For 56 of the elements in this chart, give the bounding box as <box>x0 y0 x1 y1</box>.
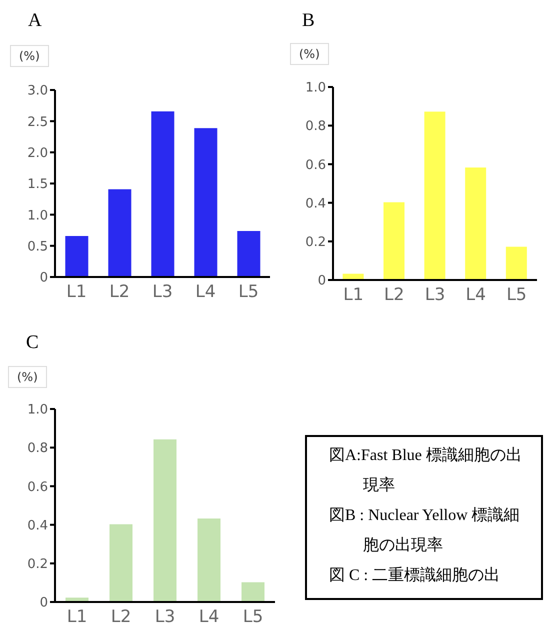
y-tick-label: 2.0 <box>27 146 48 161</box>
x-tick-label: L2 <box>109 282 130 302</box>
x-tick-label: L4 <box>466 285 486 306</box>
chart-title: C <box>26 332 39 354</box>
x-tick-label: L3 <box>424 285 446 306</box>
bar <box>108 189 132 277</box>
text: 図 C : 二重標識細胞の出 <box>328 566 502 586</box>
y-tick-label: 0.6 <box>27 480 48 495</box>
x-tick-label: L1 <box>66 607 88 625</box>
x-tick-label: L3 <box>154 607 176 625</box>
y-axis-title: (%) <box>10 45 49 67</box>
y-tick-label: 2.5 <box>27 114 48 130</box>
x-tick-label: L5 <box>242 607 264 625</box>
chart-title: B <box>302 10 315 32</box>
y-tick-label: 0 <box>40 596 48 611</box>
bar <box>198 518 220 602</box>
y-tick-label: 1.0 <box>27 402 48 418</box>
x-tick-label: L1 <box>343 285 364 306</box>
bar <box>151 111 174 277</box>
x-tick-label: L2 <box>110 607 132 625</box>
text: 図B : Nuclear Yellow 標識細胞の出現率 <box>328 506 521 556</box>
y-tick-label: 1.5 <box>27 177 48 192</box>
x-tick-label: L5 <box>238 282 259 302</box>
bar <box>154 439 176 602</box>
bar <box>424 112 446 280</box>
x-tick-label: L2 <box>384 285 404 306</box>
y-axis-title: (%) <box>290 43 329 65</box>
x-tick-label: L5 <box>506 285 527 306</box>
text: 図A:Fast Blue 標識細胞の出現率 <box>328 446 523 496</box>
x-tick-label: L4 <box>198 607 220 625</box>
y-tick-label: 0 <box>40 270 48 286</box>
chart-title: A <box>28 10 42 32</box>
y-tick-label: 0.8 <box>27 441 48 456</box>
y-tick-label: 0.4 <box>27 518 48 534</box>
bar <box>237 230 260 277</box>
y-tick-label: 1.0 <box>305 80 326 96</box>
bar <box>194 128 218 277</box>
bar <box>465 168 486 280</box>
y-axis-title: (%) <box>8 366 47 388</box>
bar <box>65 236 88 277</box>
y-tick-label: 1.0 <box>27 208 48 224</box>
y-tick-label: 0.6 <box>305 158 326 173</box>
bar <box>384 202 404 280</box>
bar <box>110 524 132 602</box>
y-tick-label: 0.5 <box>27 239 48 254</box>
x-tick-label: L3 <box>152 282 173 302</box>
y-tick-label: 0.8 <box>305 119 326 134</box>
y-tick-label: 0.2 <box>305 235 326 250</box>
y-tick-label: 0.4 <box>305 196 326 212</box>
y-tick-label: 0.2 <box>27 557 48 572</box>
bar <box>506 246 527 280</box>
y-tick-label: 0 <box>318 274 326 289</box>
y-tick-label: 3.0 <box>27 84 48 99</box>
bar <box>242 582 264 602</box>
x-tick-label: L1 <box>66 282 87 302</box>
x-tick-label: L4 <box>195 282 216 302</box>
